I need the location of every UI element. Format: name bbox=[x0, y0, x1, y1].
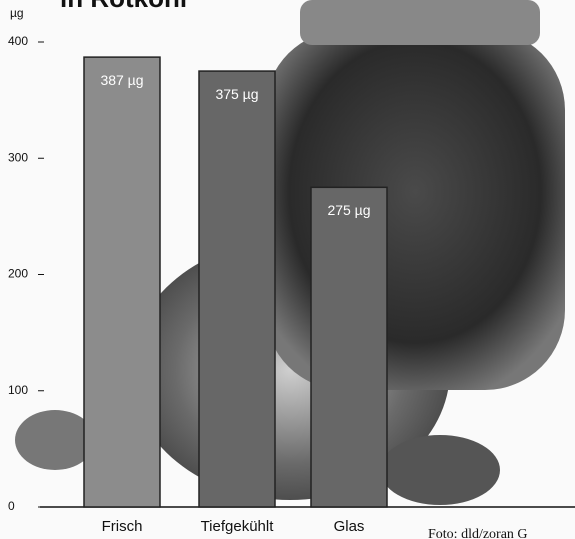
bar bbox=[83, 56, 161, 508]
x-tick-label: Glas bbox=[334, 518, 365, 535]
x-tick-label: Frisch bbox=[102, 518, 143, 535]
y-tick-label: 400 bbox=[8, 34, 28, 48]
y-tick-label: 100 bbox=[8, 383, 28, 397]
y-tick-label: 200 bbox=[8, 267, 28, 281]
chart-title: in Rotkohl bbox=[60, 0, 187, 13]
bar bbox=[198, 70, 276, 508]
value-label: 387 µg bbox=[100, 72, 143, 88]
x-tick-label: Tiefgekühlt bbox=[201, 518, 275, 535]
value-label: 375 µg bbox=[215, 86, 258, 102]
photo-credit: Foto: dld/zoran G bbox=[428, 527, 528, 539]
value-label: 275 µg bbox=[327, 202, 370, 218]
bar bbox=[310, 186, 388, 508]
y-axis-label: µg bbox=[10, 6, 24, 20]
y-tick-label: 300 bbox=[8, 150, 28, 164]
y-tick-label: 0 bbox=[8, 499, 15, 513]
